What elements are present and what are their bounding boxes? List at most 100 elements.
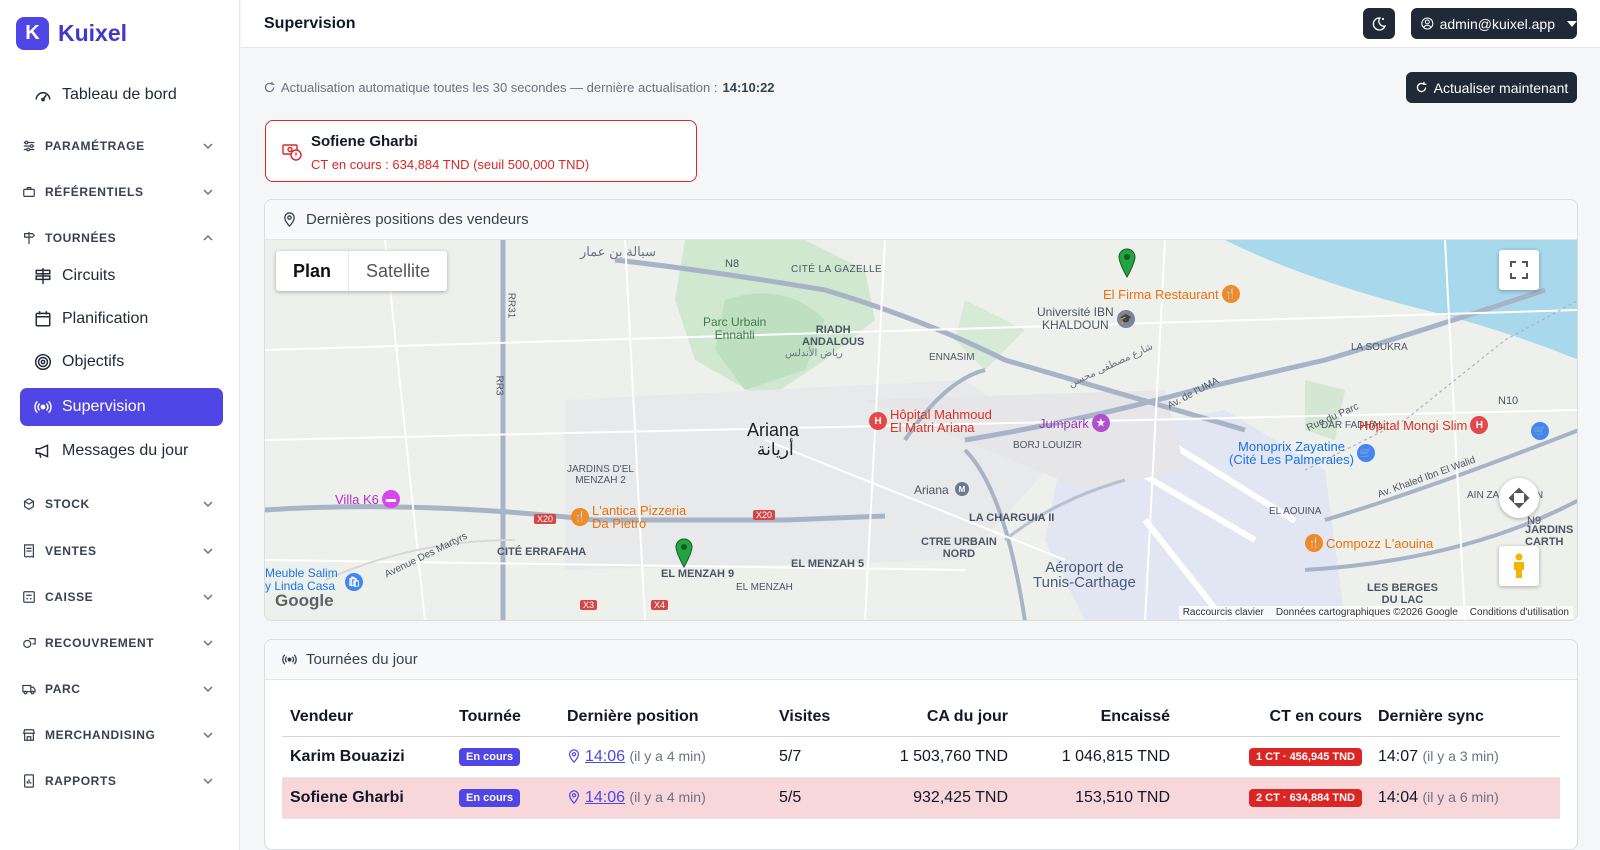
sidebar-section-tournees[interactable]: TOURNÉES [22, 227, 218, 249]
shop-icon [22, 729, 36, 741]
column-header[interactable]: Vendeur [282, 698, 451, 737]
column-header[interactable]: Dernière position [559, 698, 771, 737]
column-header[interactable]: CT en cours [1178, 698, 1370, 737]
theme-toggle-button[interactable] [1363, 8, 1395, 39]
sidebar-item-objectifs[interactable]: Objectifs [20, 343, 223, 381]
poi-mongi-slim[interactable]: Hôpital Mongi Slim H [1359, 416, 1489, 434]
vendor-marker[interactable] [674, 538, 694, 568]
chevron-up-icon [203, 234, 213, 241]
revenue-cell: 1 503,760 TND [859, 736, 1016, 778]
sidebar-section-caisse[interactable]: CAISSE [22, 586, 218, 608]
ct-cell: 2 CT · 634,884 TND [1178, 777, 1370, 819]
camera-control-button[interactable] [1499, 478, 1539, 518]
road-label: X20 [534, 514, 557, 524]
geo-alt-icon [569, 748, 579, 763]
sidebar-item-supervision[interactable]: Supervision [20, 388, 223, 426]
revenue-cell: 932,425 TND [859, 777, 1016, 819]
poi-ibn-khaldoun[interactable]: Université IBN KHALDOUN 🎓 [1037, 306, 1135, 332]
sliders-icon [23, 140, 35, 152]
poi-ariana-station[interactable]: M [955, 482, 969, 496]
brand[interactable]: K Kuixel [16, 17, 127, 50]
refresh-info: Actualisation automatique toutes les 30 … [263, 80, 775, 95]
poi-meuble[interactable]: 🛍 [345, 573, 363, 591]
ct-badge: 2 CT · 634,884 TND [1248, 789, 1362, 807]
sync-ago: (il y a 6 min) [1422, 788, 1499, 805]
poi-antica[interactable]: 🍴 L'antica Pizzeria Da Pietro [571, 504, 686, 530]
sidebar-section-recouvrement[interactable]: RECOUVREMENT [22, 632, 218, 654]
pegman-button[interactable] [1499, 546, 1539, 586]
table-row[interactable]: Sofiene Gharbi En cours 14:06 (il y a 4 … [282, 777, 1560, 819]
topbar: Supervision admin@kuixel.app [241, 0, 1600, 48]
keyboard-shortcuts-link[interactable]: Raccourcis clavier [1182, 607, 1264, 618]
briefcase-icon [23, 187, 35, 197]
poi-monoprix[interactable]: Monoprix Zayatine (Cité Les Palmeraies) … [1229, 440, 1375, 466]
column-header[interactable]: Dernière sync [1370, 698, 1560, 737]
column-header[interactable]: Visites [771, 698, 859, 737]
column-header[interactable]: CA du jour [859, 698, 1016, 737]
poi-label: El Firma Restaurant [1103, 286, 1219, 302]
area-label-borj: BORJ LOUIZIR [1013, 440, 1082, 451]
sidebar-section-merchandising[interactable]: MERCHANDISING [22, 724, 218, 746]
shopping-icon: 🛍 [345, 573, 363, 591]
area-label-dar: DAR FADHAL [1321, 420, 1384, 431]
page-title: Supervision [264, 15, 356, 32]
tours-card-title: Tournées du jour [306, 651, 418, 668]
sidebar-item-planification[interactable]: Planification [20, 300, 223, 338]
vendor-marker[interactable] [1117, 248, 1137, 278]
map[interactable]: N8 N10 N9 X20 X20 X3 X4 RR31 RR3 CITÉ LA… [265, 240, 1577, 620]
poi-store[interactable]: 🛒 [1531, 422, 1549, 440]
sidebar-item-dashboard[interactable]: Tableau de bord [20, 76, 223, 114]
area-label-jardins: JARDINS D'EL MENZAH 2 [567, 464, 634, 486]
sidebar-section-label: PARAMÉTRAGE [45, 139, 145, 153]
move-arrows-icon [1508, 487, 1530, 509]
receipt-icon [24, 544, 34, 558]
area-label-charguia: LA CHARGUIA II [969, 512, 1055, 524]
area-label-errafaha: CITÉ ERRAFAHA [497, 546, 587, 558]
user-menu-button[interactable]: admin@kuixel.app [1411, 8, 1577, 39]
area-label-parc: Parc Urbain Ennahli [703, 315, 767, 342]
tour-status-cell: En cours [451, 777, 559, 819]
sidebar-section-ventes[interactable]: VENTES [22, 540, 218, 562]
map-type-satellite[interactable]: Satellite [366, 260, 431, 281]
poi-el-firma[interactable]: El Firma Restaurant 🍴 [1103, 285, 1240, 303]
sidebar-item-circuits[interactable]: Circuits [20, 257, 223, 295]
moon-stars-icon [1372, 16, 1387, 31]
chevron-down-icon [203, 143, 213, 150]
university-icon: 🎓 [1116, 310, 1135, 328]
sidebar-item-messages[interactable]: Messages du jour [20, 432, 223, 470]
fullscreen-button[interactable] [1499, 250, 1539, 290]
refresh-time: 14:10:22 [722, 80, 775, 95]
user-circle-icon [1421, 17, 1434, 30]
poi-label: Hôpital Mongi Slim [1359, 417, 1468, 433]
poi-hopital-matri[interactable]: H Hôpital Mahmoud El Matri Ariana [869, 408, 992, 434]
map-type-plan[interactable]: Plan [276, 251, 350, 291]
sidebar-section-label: RECOUVREMENT [45, 636, 155, 650]
sidebar-section-rapports[interactable]: RAPPORTS [22, 770, 218, 792]
sidebar-section-stock[interactable]: STOCK [22, 493, 218, 515]
caret-down-icon [1567, 20, 1577, 27]
poi-compozz[interactable]: 🍴 Compozz L'aouina [1305, 534, 1433, 552]
poi-jumpark[interactable]: Jumpark ★ [1039, 414, 1110, 432]
table-row[interactable]: Karim Bouazizi En cours 14:06 (il y a 4 … [282, 736, 1560, 778]
sidebar-section-parc[interactable]: PARC [22, 678, 218, 700]
area-label-aouina: EL AOUINA [1269, 506, 1322, 517]
area-label-jardins2: JARDINS CARTH [1525, 524, 1574, 548]
chevron-down-icon [203, 548, 213, 555]
position-cell: 14:06 (il y a 4 min) [559, 777, 771, 819]
position-link[interactable]: 14:06 [585, 788, 626, 806]
position-ago: (il y a 4 min) [629, 788, 706, 805]
area-label-riadh-ar: رياض الأندلس [785, 348, 843, 359]
chevron-down-icon [203, 686, 213, 693]
sidebar-section-parametrage[interactable]: PARAMÉTRAGE [22, 135, 218, 157]
terms-link[interactable]: Conditions d'utilisation [1469, 607, 1569, 618]
position-link[interactable]: 14:06 [585, 747, 626, 765]
refresh-icon [264, 81, 275, 93]
area-label-ariana-ar: أريانة [757, 440, 794, 459]
sidebar-section-referentiels[interactable]: RÉFÉRENTIELS [22, 181, 218, 203]
column-header[interactable]: Encaissé [1016, 698, 1178, 737]
column-header[interactable]: Tournée [451, 698, 559, 737]
map-data-text: Données cartographiques ©2026 Google [1275, 607, 1458, 618]
poi-villa-k6[interactable]: Villa K6 ▬ [335, 490, 400, 508]
hospital-icon: H [869, 412, 887, 430]
refresh-now-button[interactable]: Actualiser maintenant [1406, 72, 1577, 103]
